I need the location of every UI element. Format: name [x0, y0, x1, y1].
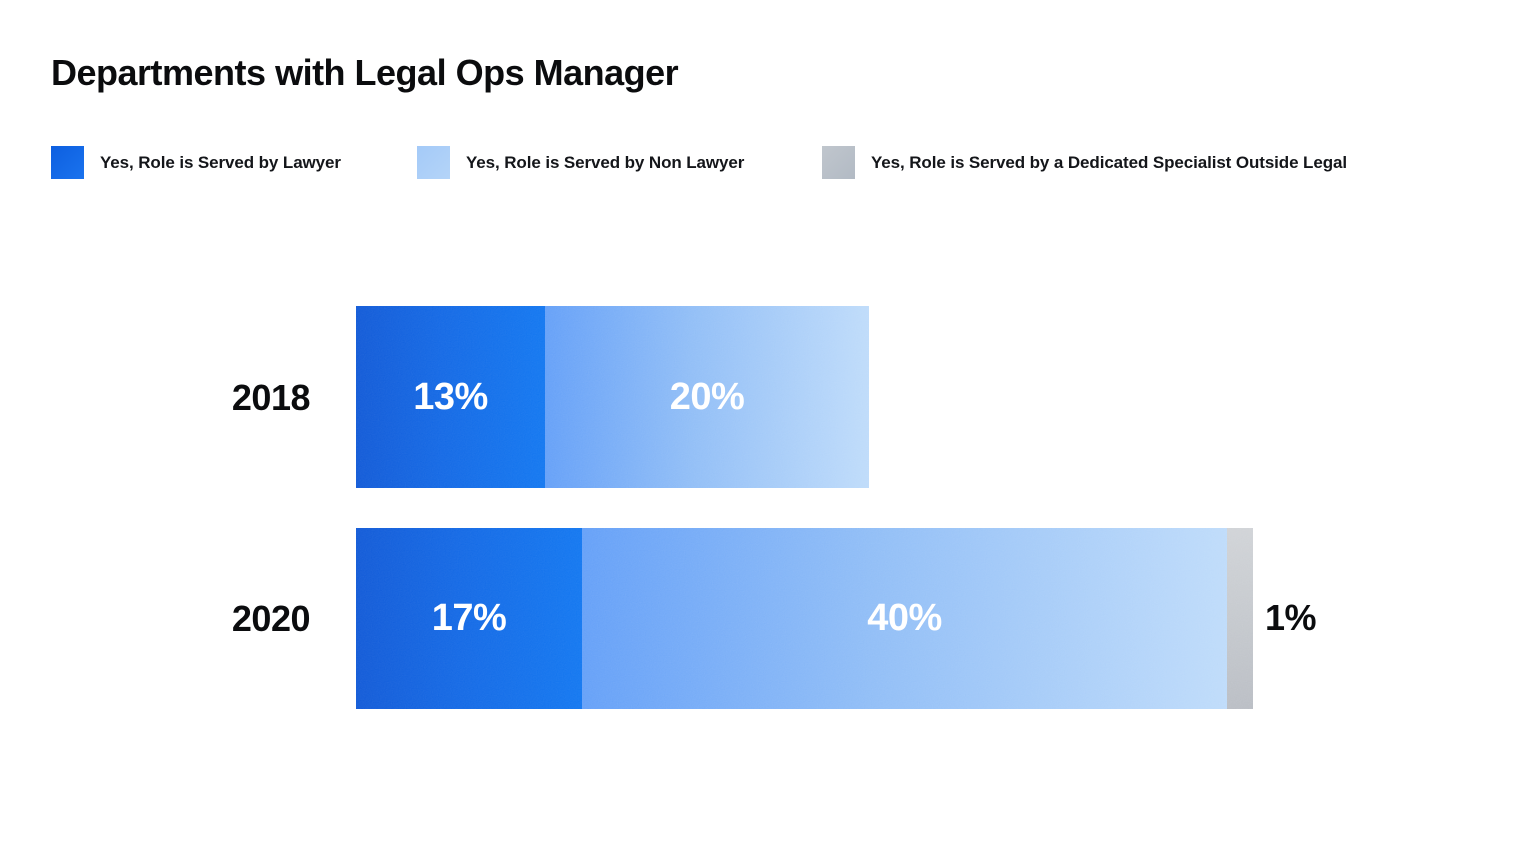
- legend-swatch-lawyer: [51, 146, 84, 179]
- bar-row-2018: 13% 20%: [356, 306, 869, 488]
- bar-segment-2018-lawyer: 13%: [356, 306, 545, 488]
- bar-value-2020-non-lawyer: 40%: [867, 597, 942, 639]
- bar-value-2020-lawyer: 17%: [431, 597, 507, 639]
- category-label-2020: 2020: [231, 598, 311, 639]
- bar-row-2020: 17% 40%: [356, 528, 1253, 709]
- legend-label-specialist: Yes, Role is Served by a Dedicated Speci…: [871, 152, 1347, 172]
- bar-segment-2020-lawyer: 17%: [356, 528, 582, 709]
- legend-item-non-lawyer: Yes, Role is Served by Non Lawyer: [417, 146, 744, 179]
- legend-item-specialist: Yes, Role is Served by a Dedicated Speci…: [822, 146, 1347, 179]
- bar-segment-2020-specialist: [1227, 528, 1253, 709]
- grain-texture: [1227, 528, 1253, 709]
- legend-swatch-non-lawyer: [417, 146, 450, 179]
- bar-value-2018-lawyer: 13%: [413, 375, 488, 418]
- bar-segment-2020-non-lawyer: 40%: [582, 528, 1227, 709]
- category-label-2018: 2018: [231, 377, 311, 418]
- legend-swatch-specialist: [822, 146, 855, 179]
- bar-value-2018-non-lawyer: 20%: [669, 375, 745, 418]
- chart-title: Departments with Legal Ops Manager: [51, 52, 679, 93]
- legend-label-non-lawyer: Yes, Role is Served by Non Lawyer: [466, 152, 745, 172]
- legend-label-lawyer: Yes, Role is Served by Lawyer: [100, 152, 341, 172]
- bar-value-2020-specialist: 1%: [1265, 597, 1317, 638]
- legend-item-lawyer: Yes, Role is Served by Lawyer: [51, 146, 341, 179]
- bar-segment-2018-non-lawyer: 20%: [545, 306, 869, 488]
